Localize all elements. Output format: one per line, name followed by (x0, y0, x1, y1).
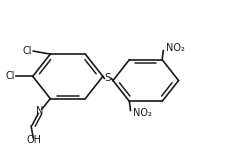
Text: NO₂: NO₂ (165, 43, 184, 53)
Text: NO₂: NO₂ (132, 108, 151, 118)
Text: N: N (36, 106, 44, 116)
Text: OH: OH (27, 135, 42, 145)
Text: S: S (104, 73, 111, 83)
Text: Cl: Cl (5, 71, 15, 81)
Text: Cl: Cl (23, 46, 32, 56)
